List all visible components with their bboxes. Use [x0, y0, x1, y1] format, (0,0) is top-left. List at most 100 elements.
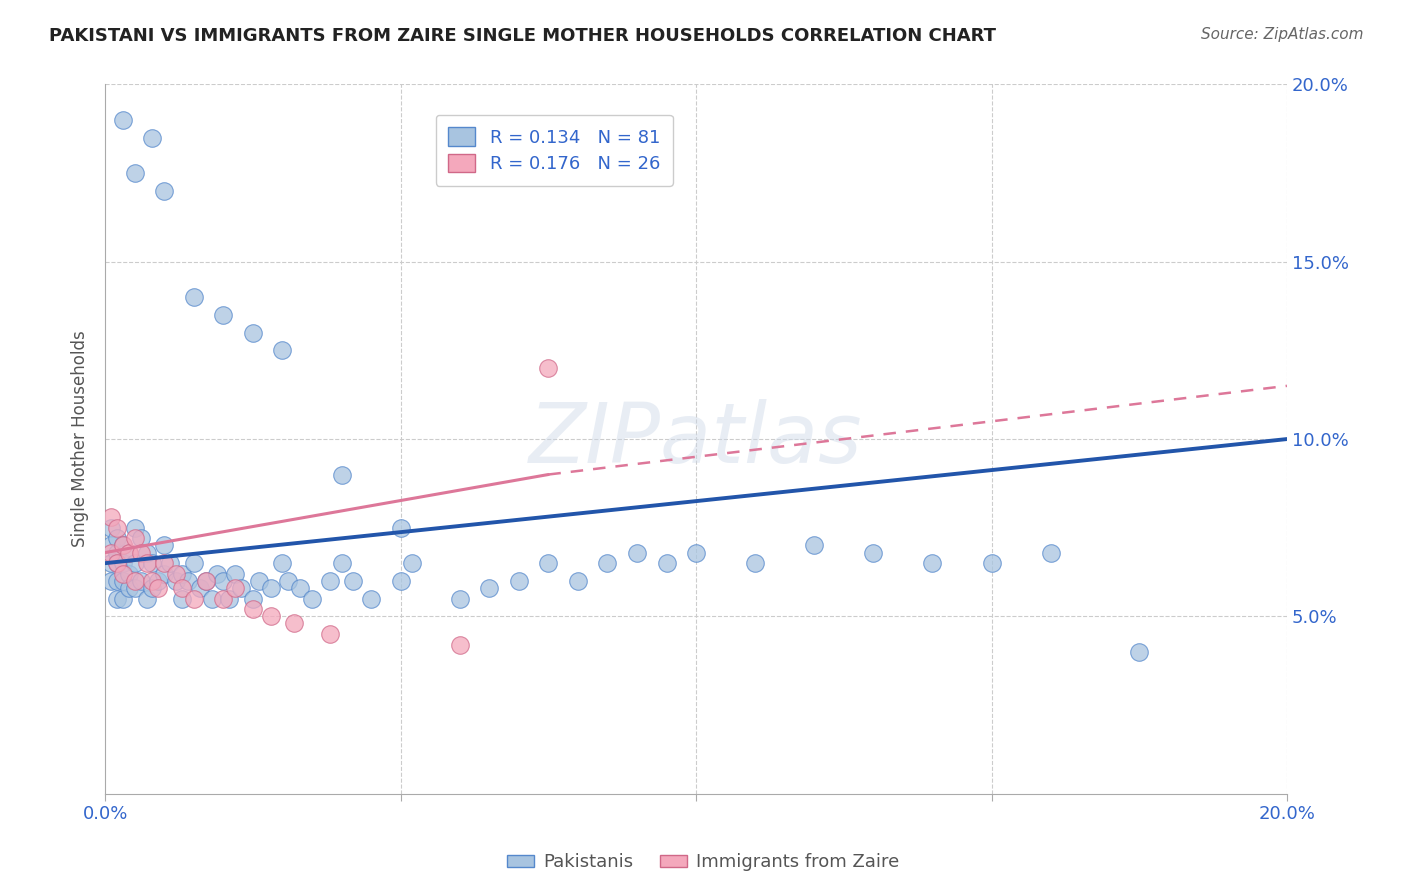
Point [260, 609, 283, 624]
Text: PAKISTANI VS IMMIGRANTS FROM ZAIRE SINGLE MOTHER HOUSEHOLDS CORRELATION CHART: PAKISTANI VS IMMIGRANTS FROM ZAIRE SINGL… [49, 27, 997, 45]
Point [129, 545, 152, 559]
Point [247, 574, 270, 588]
Point [105, 545, 128, 559]
Point [319, 627, 342, 641]
Point [212, 574, 235, 588]
Point [342, 574, 364, 588]
Point [153, 556, 176, 570]
Legend: R = 0.134   N = 81, R = 0.176   N = 26: R = 0.134 N = 81, R = 0.176 N = 26 [436, 115, 673, 186]
Point [290, 581, 312, 595]
Point [242, 326, 264, 340]
Point [271, 343, 294, 358]
Point [135, 556, 157, 570]
Point [124, 581, 146, 595]
Point [389, 521, 412, 535]
Point [170, 581, 193, 595]
Y-axis label: Single Mother Households: Single Mother Households [72, 331, 89, 548]
Point [141, 574, 163, 588]
Point [111, 574, 134, 588]
Point [194, 574, 217, 588]
Point [100, 556, 122, 570]
Point [105, 532, 128, 546]
Point [478, 581, 501, 595]
Point [537, 361, 560, 376]
Point [124, 521, 146, 535]
Point [567, 574, 589, 588]
Point [105, 591, 128, 606]
Text: Source: ZipAtlas.com: Source: ZipAtlas.com [1201, 27, 1364, 42]
Point [330, 467, 353, 482]
Point [118, 566, 141, 581]
Point [188, 581, 211, 595]
Point [177, 574, 200, 588]
Point [921, 556, 943, 570]
Point [148, 581, 170, 595]
Point [170, 591, 193, 606]
Point [111, 566, 134, 581]
Point [508, 574, 530, 588]
Point [165, 566, 187, 581]
Point [218, 591, 240, 606]
Point [170, 566, 193, 581]
Point [135, 545, 157, 559]
Point [229, 581, 252, 595]
Point [655, 556, 678, 570]
Point [111, 112, 134, 127]
Point [207, 566, 229, 581]
Point [200, 591, 222, 606]
Point [330, 556, 353, 570]
Point [194, 574, 217, 588]
Point [100, 574, 122, 588]
Point [124, 574, 146, 588]
Point [118, 545, 141, 559]
Point [153, 184, 176, 198]
Point [1039, 545, 1062, 559]
Point [360, 591, 382, 606]
Point [111, 538, 134, 552]
Point [744, 556, 766, 570]
Point [148, 574, 170, 588]
Point [242, 602, 264, 616]
Point [129, 532, 152, 546]
Point [118, 581, 141, 595]
Point [124, 556, 146, 570]
Point [271, 556, 294, 570]
Point [118, 545, 141, 559]
Point [980, 556, 1002, 570]
Point [212, 591, 235, 606]
Point [260, 581, 283, 595]
Point [129, 574, 152, 588]
Point [212, 308, 235, 322]
Point [1128, 645, 1150, 659]
Point [141, 556, 163, 570]
Legend: Pakistanis, Immigrants from Zaire: Pakistanis, Immigrants from Zaire [499, 847, 907, 879]
Point [626, 545, 648, 559]
Point [862, 545, 884, 559]
Point [153, 566, 176, 581]
Point [596, 556, 619, 570]
Point [100, 538, 122, 552]
Point [319, 574, 342, 588]
Point [537, 556, 560, 570]
Point [449, 638, 471, 652]
Point [283, 616, 305, 631]
Point [105, 521, 128, 535]
Point [449, 591, 471, 606]
Point [153, 538, 176, 552]
Point [183, 290, 205, 304]
Point [401, 556, 423, 570]
Point [100, 521, 122, 535]
Point [224, 581, 246, 595]
Text: ZIPatlas: ZIPatlas [529, 399, 863, 480]
Point [183, 556, 205, 570]
Point [685, 545, 707, 559]
Point [183, 591, 205, 606]
Point [111, 556, 134, 570]
Point [224, 566, 246, 581]
Point [159, 556, 181, 570]
Point [111, 591, 134, 606]
Point [124, 532, 146, 546]
Point [111, 538, 134, 552]
Point [389, 574, 412, 588]
Point [141, 581, 163, 595]
